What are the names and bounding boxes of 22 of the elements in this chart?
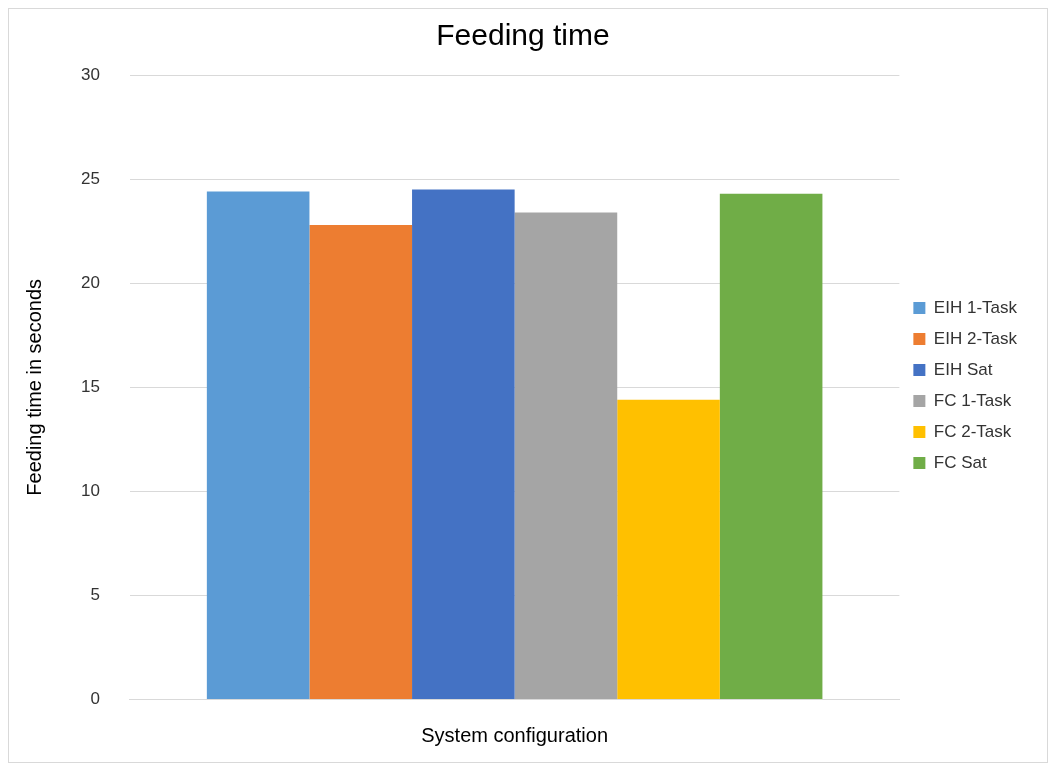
legend-label: EIH 1-Task — [933, 297, 1018, 317]
bar — [514, 212, 618, 700]
bar — [617, 399, 720, 700]
x-axis-title: System configuration — [421, 723, 609, 746]
bar — [206, 191, 310, 700]
bar — [719, 193, 823, 700]
legend-label: EIH 2-Task — [933, 328, 1018, 348]
bar — [309, 224, 413, 700]
y-tick-label: 20 — [80, 272, 100, 292]
legend-label: FC Sat — [933, 452, 988, 472]
chart-title: Feeding time — [436, 18, 610, 52]
y-tick-label: 25 — [80, 168, 100, 188]
y-tick-label: 5 — [90, 585, 100, 605]
y-axis-title: Feeding time in seconds — [22, 278, 45, 496]
y-tick-label: 10 — [80, 481, 100, 501]
y-tick-label: 15 — [80, 376, 100, 396]
y-tick-label: 0 — [90, 689, 100, 709]
legend-label: FC 1-Task — [933, 390, 1012, 410]
y-tick-label: 30 — [80, 64, 100, 84]
bar — [412, 189, 515, 700]
legend-label: EIH Sat — [933, 359, 993, 379]
legend-label: FC 2-Task — [933, 421, 1012, 441]
